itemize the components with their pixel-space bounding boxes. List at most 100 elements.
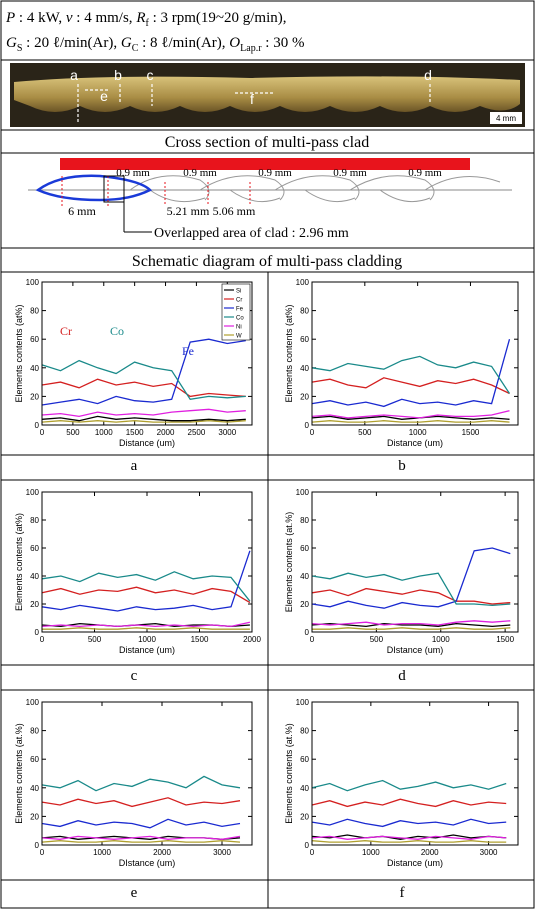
x-axis-label: DIstance (um) <box>387 645 444 655</box>
y-tick-label: 100 <box>296 278 310 287</box>
data-line <box>311 622 511 628</box>
gap-label: 0.9 mm <box>183 167 217 179</box>
text: : 4 kW, <box>15 10 66 26</box>
legend-label: Si <box>236 289 241 295</box>
data-line <box>311 779 507 792</box>
width-label: 5.06 mm <box>213 204 256 218</box>
x-tick-label: 500 <box>370 635 384 644</box>
annotation: Co <box>110 324 124 338</box>
panel-caption: e <box>131 885 138 901</box>
x-tick-label: 1500 <box>126 428 144 437</box>
data-line <box>311 834 507 840</box>
panel-caption: d <box>398 668 406 684</box>
y-tick-label: 40 <box>300 784 309 793</box>
x-tick-label: 2000 <box>243 635 261 644</box>
data-line <box>41 550 251 612</box>
text: : 3 rpm(19~20 g/min), <box>149 10 287 26</box>
data-line <box>311 377 510 395</box>
data-line <box>41 621 251 628</box>
x-tick-label: 1000 <box>95 428 113 437</box>
y-tick-label: 0 <box>305 628 310 637</box>
y-tick-label: 100 <box>296 488 310 497</box>
width-label: 5.21 mm <box>167 204 210 218</box>
data-line <box>312 627 511 630</box>
data-line <box>41 415 246 422</box>
y-tick-label: 100 <box>26 698 40 707</box>
x-tick-label: 1500 <box>462 428 480 437</box>
y-tick-label: 60 <box>30 755 39 764</box>
scale-bar-label: 4 mm <box>496 114 516 123</box>
gap-label: 0.9 mm <box>116 167 150 179</box>
symbol: v <box>66 10 73 26</box>
x-axis-label: DIstance (um) <box>119 858 176 868</box>
x-axis-label: Distance (um) <box>119 438 175 448</box>
y-tick-label: 100 <box>26 278 40 287</box>
photo-label: e <box>100 88 108 104</box>
y-tick-label: 80 <box>30 516 39 525</box>
y-tick-label: 60 <box>300 544 309 553</box>
x-tick-label: 2000 <box>421 848 439 857</box>
symbol: G <box>6 35 17 51</box>
x-axis-label: Distance (um) <box>387 858 443 868</box>
symbol: P <box>5 10 15 26</box>
y-axis-label: Elements contents (at.%) <box>14 723 24 824</box>
data-line <box>311 339 511 408</box>
y-tick-label: 100 <box>296 698 310 707</box>
data-line <box>41 338 246 406</box>
y-tick-label: 20 <box>30 812 39 821</box>
data-line <box>41 420 246 423</box>
overlap-label: Overlapped area of clad : 2.96 mm <box>154 226 349 241</box>
plot-frame <box>41 491 253 633</box>
y-tick-label: 0 <box>305 841 310 850</box>
data-line <box>311 620 511 626</box>
x-tick-label: 0 <box>310 848 315 857</box>
x-tick-label: 3000 <box>480 848 498 857</box>
y-axis-label: Elements contents (at.%) <box>284 512 294 613</box>
data-line <box>311 587 511 605</box>
data-line <box>311 840 507 843</box>
legend-label: W <box>236 334 242 340</box>
cross-section-photo: a b c d e f 4 mm <box>10 63 525 127</box>
x-tick-label: 500 <box>88 635 102 644</box>
x-tick-label: 0 <box>40 848 45 857</box>
photo-label: f <box>250 91 254 107</box>
y-axis-label: Elements contents (at%) <box>284 304 294 402</box>
data-line <box>311 547 511 609</box>
plot-frame <box>311 491 519 633</box>
header-line: GS : 20 ℓ/min(Ar), GC : 8 ℓ/min(Ar), OLa… <box>6 35 304 54</box>
y-tick-label: 0 <box>305 421 310 430</box>
y-tick-label: 60 <box>300 755 309 764</box>
data-line <box>311 818 507 828</box>
x-tick-label: 0 <box>310 635 315 644</box>
y-tick-label: 60 <box>300 335 309 344</box>
y-tick-label: 40 <box>300 572 309 581</box>
y-tick-label: 0 <box>35 628 40 637</box>
x-tick-label: 2000 <box>153 848 171 857</box>
annotation: Fe <box>182 344 194 358</box>
panel-caption: b <box>398 458 406 474</box>
symbol: G <box>121 35 132 51</box>
plot-frame <box>41 701 253 846</box>
data-line <box>311 572 511 607</box>
legend-label: Co <box>236 316 244 322</box>
x-tick-label: 500 <box>66 428 80 437</box>
data-line <box>41 818 241 829</box>
data-line <box>311 420 510 423</box>
x-tick-label: 0 <box>40 428 45 437</box>
panel-caption: c <box>131 668 138 684</box>
panel-caption: f <box>400 885 405 901</box>
subscript: Lap.r <box>240 43 262 54</box>
legend-label: Fe <box>236 307 244 313</box>
legend-label: Ni <box>236 325 242 331</box>
x-axis-label: Distance (um) <box>387 438 443 448</box>
x-tick-label: 1500 <box>191 635 209 644</box>
y-tick-label: 40 <box>300 364 309 373</box>
annotation: Cr <box>60 324 72 338</box>
